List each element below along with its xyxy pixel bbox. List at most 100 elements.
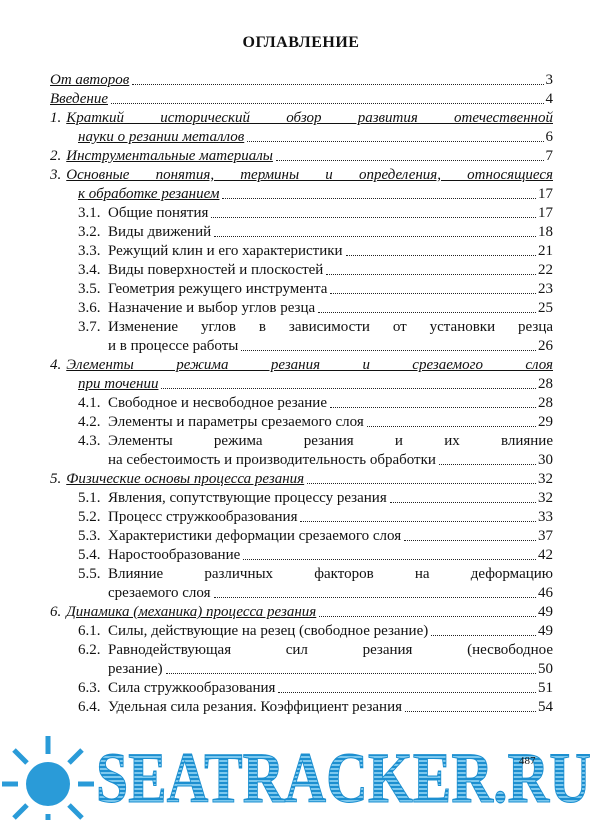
dot-leader	[222, 198, 536, 199]
watermark-text: SEATRACKER.RU	[96, 738, 591, 818]
sub-text: Характеристики деформации срезаемого сло…	[108, 528, 402, 544]
watermark: SEATRACKER.RU	[2, 736, 592, 820]
sub-row: резание) 50	[50, 660, 553, 679]
dot-leader	[247, 141, 544, 142]
sub-row: 3.2. Виды движений 18	[50, 223, 553, 242]
sub-row: 3.6. Назначение и выбор углов резца 25	[50, 299, 553, 318]
dot-leader	[161, 388, 536, 389]
sub-row: 5.5. Влияние различных факторов на деформ…	[50, 565, 553, 584]
page-ref: 28	[538, 376, 553, 392]
dot-leader	[438, 464, 536, 465]
sub-row: 5.2. Процесс стружкообразования 33	[50, 508, 553, 527]
page-ref: 23	[538, 281, 553, 297]
sub-row: 6.1. Силы, действующие на резец (свободно…	[50, 622, 553, 641]
dot-leader	[243, 559, 536, 560]
sub-text: резание)	[108, 661, 163, 677]
sub-text: Процесс стружкообразования	[108, 509, 298, 525]
sec-row: 5. Физические основы процесса резания 32	[50, 470, 553, 489]
sub-number: 5.2.	[78, 509, 101, 525]
sec-row: 3. Основные понятия, термины и определени…	[50, 166, 553, 185]
page-ref: 37	[538, 528, 553, 544]
page-ref: 25	[538, 300, 553, 316]
sub-text: Силы, действующие на резец (свободное ре…	[108, 623, 429, 639]
sub-text: Наростообразование	[108, 547, 241, 563]
sec-row: 1. Краткий исторический обзор развития от…	[50, 109, 553, 128]
sec-number: 6.	[50, 604, 62, 620]
sec-text: Динамика (механика) процесса резания	[66, 604, 317, 620]
sec-text: Инструментальные материалы	[66, 148, 273, 164]
page-ref: 54	[538, 699, 553, 715]
toc: От авторов 3 Введение 4 1. Краткий историческ…	[50, 71, 553, 717]
page-ref: 22	[538, 262, 553, 278]
sub-row: и в процессе работы 26	[50, 337, 553, 356]
sec-row: науки о резании металлов 6	[50, 128, 553, 147]
dot-leader	[307, 483, 536, 484]
dot-leader	[330, 293, 536, 294]
sub-number: 5.4.	[78, 547, 101, 563]
page-ref: 51	[538, 680, 553, 696]
sec-text: Элементы режима резания и срезаемого сло…	[66, 357, 553, 373]
sub-text: Виды поверхностей и плоскостей	[108, 262, 324, 278]
sec-text: От авторов	[50, 72, 130, 88]
sub-number: 5.3.	[78, 528, 101, 544]
page-ref: 32	[538, 471, 553, 487]
sub-row: 3.5. Геометрия режущего инструмента 23	[50, 280, 553, 299]
sub-row: 6.4. Удельная сила резания. Коэффициент р…	[50, 698, 553, 717]
page-ref: 26	[538, 338, 553, 354]
page-ref: 18	[538, 224, 553, 240]
sec-text: к обработке резанием	[78, 186, 220, 202]
sub-row: 5.4. Наростообразование 42	[50, 546, 553, 565]
sec-row: 6. Динамика (механика) процесса резания 49	[50, 603, 553, 622]
sub-row: 3.4. Виды поверхностей и плоскостей 22	[50, 261, 553, 280]
dot-leader	[389, 502, 536, 503]
dot-leader	[211, 217, 536, 218]
sub-number: 6.1.	[78, 623, 101, 639]
sub-row: 3.3. Режущий клин и его характеристики 21	[50, 242, 553, 261]
dot-leader	[278, 692, 536, 693]
sun-icon	[2, 736, 94, 820]
page-ref: 3	[545, 72, 554, 88]
sec-row: Введение 4	[50, 90, 553, 109]
sec-text: науки о резании металлов	[78, 129, 245, 145]
sub-text: Общие понятия	[108, 205, 209, 221]
page-ref: 32	[538, 490, 553, 506]
sec-number: 2.	[50, 148, 62, 164]
page-ref: 17	[538, 186, 553, 202]
sec-row: при точении 28	[50, 375, 553, 394]
sub-row: 5.1. Явления, сопутствующие процессу реза…	[50, 489, 553, 508]
dot-leader	[319, 616, 536, 617]
sub-number: 6.4.	[78, 699, 101, 715]
toc-title: ОГЛАВЛЕНИЕ	[242, 34, 360, 51]
sec-text: Краткий исторический обзор развития отеч…	[66, 110, 553, 126]
page-ref: 30	[538, 452, 553, 468]
sub-text: Удельная сила резания. Коэффициент резан…	[108, 699, 403, 715]
sub-number: 5.5.	[78, 566, 101, 582]
sub-number: 4.1.	[78, 395, 101, 411]
sec-number: 4.	[50, 357, 62, 373]
sec-number: 3.	[50, 167, 62, 183]
page-ref: 7	[545, 148, 554, 164]
sub-text: на себестоимость и производительность об…	[108, 452, 436, 468]
sub-row: 4.3. Элементы режима резания и их влияние	[50, 432, 553, 451]
sub-text: срезаемого слоя	[108, 585, 211, 601]
page-ref: 42	[538, 547, 553, 563]
sub-text: Виды движений	[108, 224, 212, 240]
sub-text: Явления, сопутствующие процессу резания	[108, 490, 387, 506]
sec-row: От авторов 3	[50, 71, 553, 90]
page-ref: 21	[538, 243, 553, 259]
sub-number: 3.2.	[78, 224, 101, 240]
page-ref: 33	[538, 509, 553, 525]
dot-leader	[241, 350, 536, 351]
dot-leader	[132, 84, 544, 85]
sec-text: Физические основы процесса резания	[66, 471, 305, 487]
page-ref: 6	[545, 129, 554, 145]
sub-number: 4.3.	[78, 433, 101, 449]
sec-row: 4. Элементы режима резания и срезаемого с…	[50, 356, 553, 375]
sub-number: 6.3.	[78, 680, 101, 696]
sub-row: 4.1. Свободное и несвободное резание 28	[50, 394, 553, 413]
sub-number: 3.3.	[78, 243, 101, 259]
sub-text: Сила стружкообразования	[108, 680, 276, 696]
sec-number: 1.	[50, 110, 62, 126]
sub-row: 3.7. Изменение углов в зависимости от уст…	[50, 318, 553, 337]
